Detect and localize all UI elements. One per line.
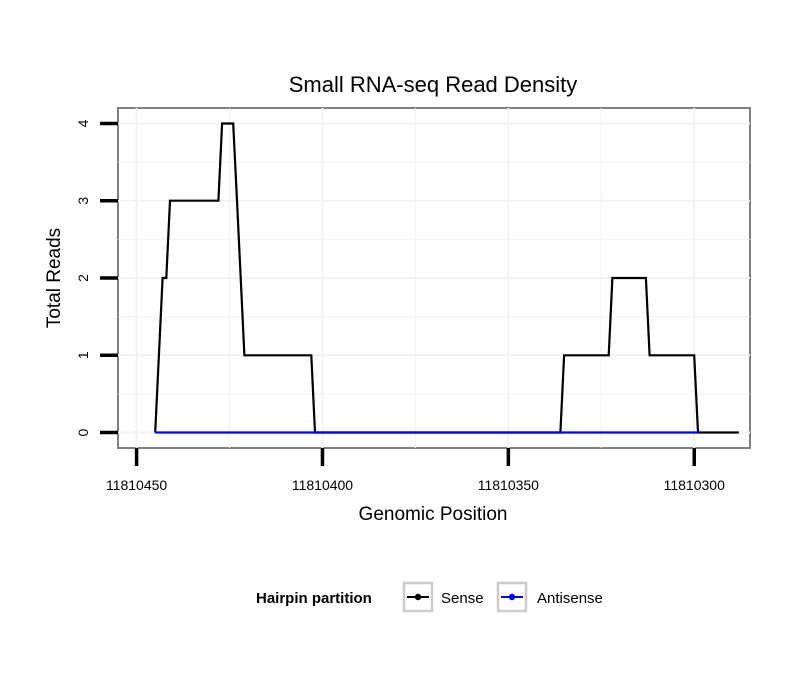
legend-key-antisense-point: [508, 593, 516, 601]
x-tick-label: 11810450: [106, 477, 167, 493]
y-axis: 0 1 2 3 4: [75, 119, 118, 436]
y-tick-label: 3: [75, 197, 91, 205]
series-layer: [154, 122, 739, 434]
legend-label-sense: Sense: [441, 590, 484, 607]
legend-key-sense-point: [414, 593, 422, 601]
y-axis-label: Total Reads: [44, 228, 65, 328]
y-tick-label: 0: [75, 428, 91, 436]
y-tick-label: 2: [75, 274, 91, 282]
x-axis-label: Genomic Position: [359, 504, 508, 525]
x-tick-label: 11810350: [478, 477, 539, 493]
x-axis: 11810450 11810400 11810350 11810300: [106, 448, 725, 493]
x-tick-label: 11810300: [664, 477, 725, 493]
y-tick-label: 4: [75, 119, 91, 127]
series-line-sense: [154, 122, 739, 434]
y-tick-label: 1: [75, 351, 91, 359]
x-tick-label: 11810400: [292, 477, 353, 493]
chart-title: Small RNA-seq Read Density: [289, 72, 578, 97]
legend-title: Hairpin partition: [256, 590, 372, 607]
legend-label-antisense: Antisense: [537, 590, 603, 607]
legend: Hairpin partition Sense Antisense: [256, 581, 603, 613]
